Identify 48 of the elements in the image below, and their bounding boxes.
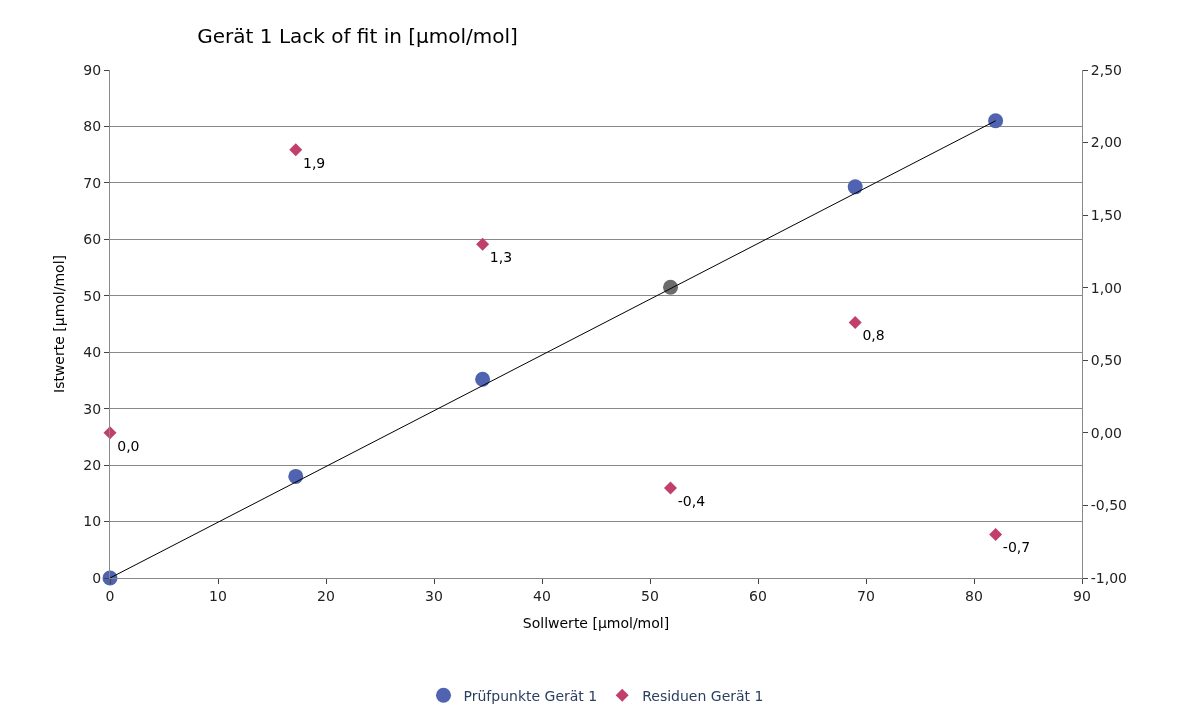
- y-tick-label: 70: [83, 174, 102, 191]
- y2-tick-label: 2,00: [1090, 134, 1122, 151]
- y-tick-label: 80: [83, 118, 102, 135]
- point: [989, 527, 1003, 541]
- y2-tick-label: 2,50: [1090, 61, 1122, 78]
- y-tick-label: 90: [83, 61, 102, 78]
- y-tick-label: 30: [83, 400, 102, 417]
- y2-tick-label: 1,00: [1090, 279, 1122, 296]
- legend-label: Residuen Gerät 1: [642, 687, 764, 704]
- y-tick-label: 50: [83, 287, 102, 304]
- x-tick-label: 0: [105, 587, 115, 604]
- y2-tick-label: 0,50: [1090, 352, 1122, 369]
- x-tick-label: 70: [857, 587, 875, 604]
- point: [848, 316, 862, 330]
- x-tick-label: 80: [965, 587, 983, 604]
- y-tick-label: 20: [83, 457, 102, 474]
- y-axis-title: Istwerte [µmol/mol]: [50, 254, 67, 394]
- y2-tick-label: -0,50: [1090, 497, 1128, 514]
- y-tick-label: 40: [83, 344, 102, 361]
- y-tick-label: 0: [92, 569, 102, 586]
- point: [475, 371, 491, 387]
- x-tick-label: 60: [749, 587, 767, 604]
- x-tick-label: 30: [425, 587, 443, 604]
- x-axis-title: Sollwerte [µmol/mol]: [522, 615, 670, 632]
- y-tick-label: 60: [83, 231, 102, 248]
- data-label: 0,0: [117, 437, 140, 454]
- x-tick-label: 20: [317, 587, 335, 604]
- y-tick-label: 10: [83, 513, 102, 530]
- data-label: -0,7: [1002, 539, 1031, 556]
- data-label: -0,4: [677, 492, 706, 509]
- point: [664, 481, 678, 495]
- x-tick-label: 10: [209, 587, 227, 604]
- y2-tick-label: 1,50: [1090, 207, 1122, 224]
- point: [476, 237, 490, 251]
- point: [988, 113, 1004, 129]
- y2-tick-label: 0,00: [1090, 424, 1122, 441]
- point: [847, 179, 863, 195]
- x-tick-label: 40: [533, 587, 551, 604]
- x-tick-label: 50: [641, 587, 659, 604]
- y2-tick-label: -1,00: [1090, 569, 1128, 586]
- chart-title: Gerät 1 Lack of fit in [µmol/mol]: [197, 23, 518, 48]
- data-label: 1,3: [489, 248, 513, 265]
- point: [288, 468, 304, 484]
- data-label: 0,8: [862, 327, 885, 344]
- legend-label: Prüfpunkte Gerät 1: [463, 687, 598, 704]
- x-tick-label: 90: [1073, 587, 1091, 604]
- point: [289, 143, 303, 157]
- data-label: 1,9: [303, 154, 326, 171]
